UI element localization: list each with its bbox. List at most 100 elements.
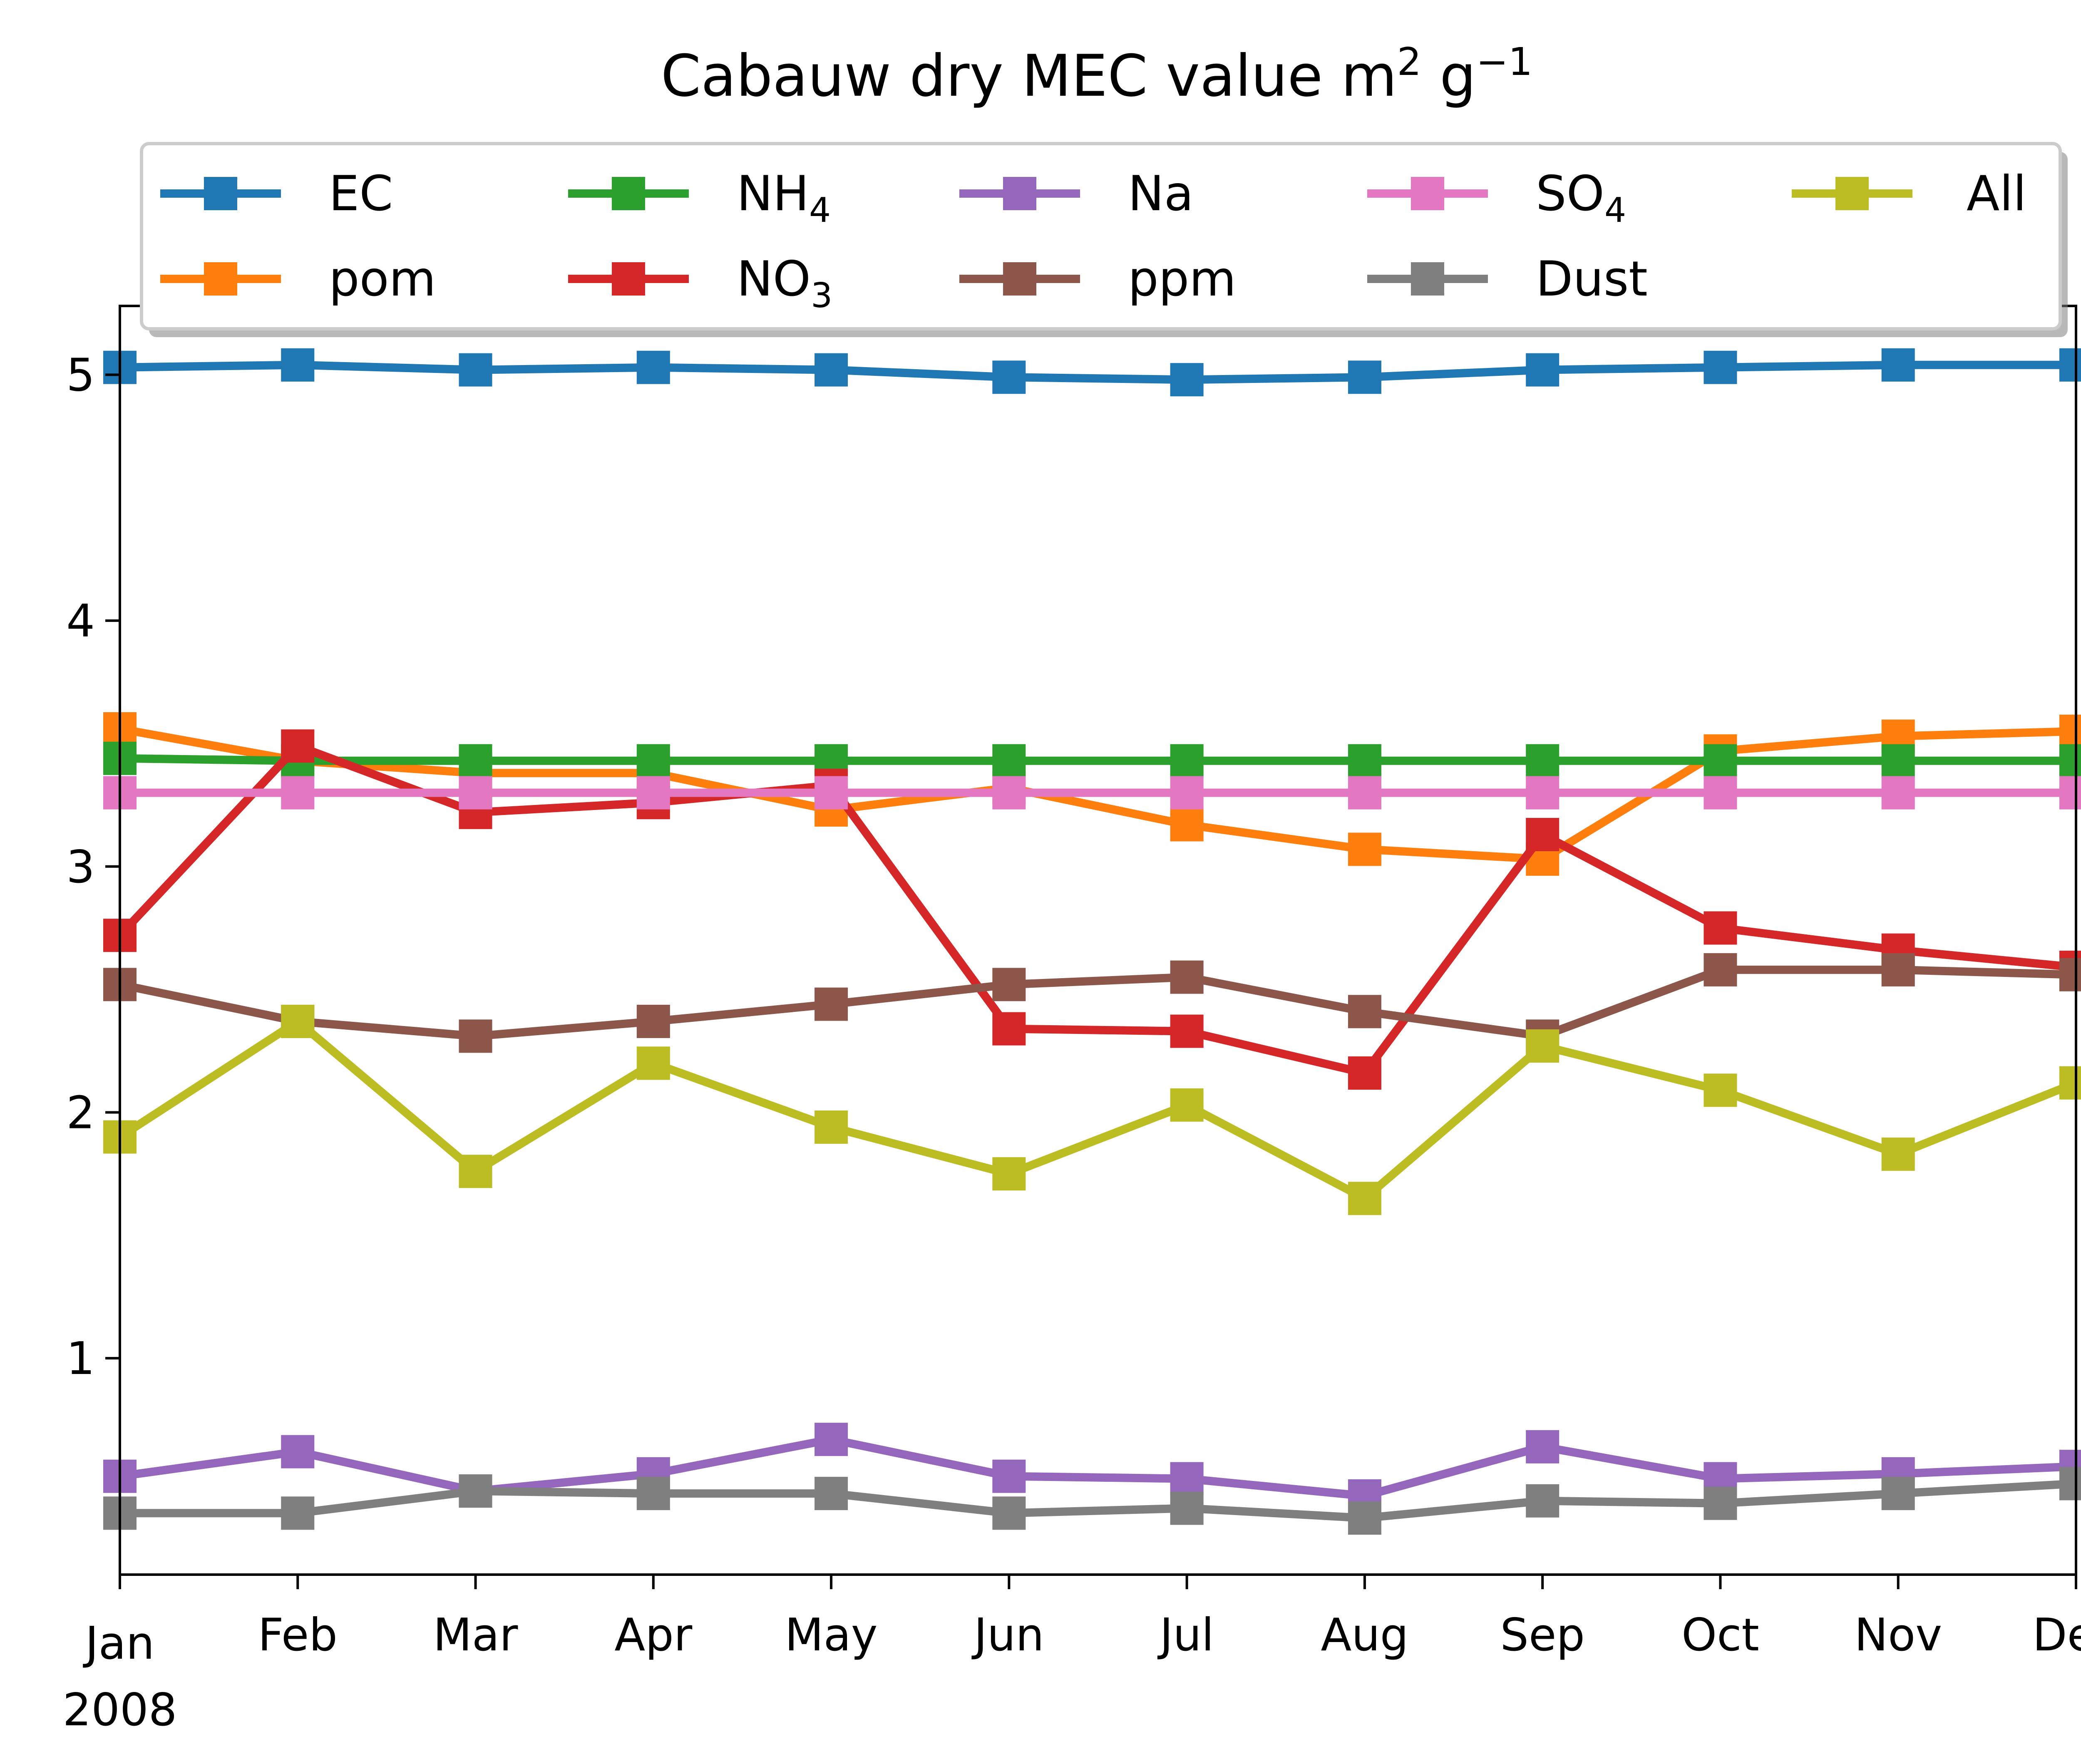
data-point (1704, 911, 1737, 945)
data-point (992, 1459, 1026, 1493)
series-all (103, 1004, 2081, 1215)
legend-marker (1003, 177, 1036, 210)
y-tick-label: 3 (66, 841, 95, 893)
legend-marker (1411, 262, 1444, 296)
x-tick-label: Feb (258, 1609, 338, 1661)
legend-label: SO4 (1536, 166, 1626, 230)
y-tick-label: 5 (66, 349, 95, 401)
series-line (117, 1017, 2078, 1203)
legend-marker (1835, 177, 1869, 210)
data-point (1526, 353, 1560, 387)
data-point (815, 1110, 848, 1144)
data-point (459, 744, 492, 778)
series-line (119, 754, 2076, 765)
data-point (636, 776, 670, 810)
data-point (1170, 1462, 1204, 1496)
data-point (992, 744, 1026, 778)
data-point (2059, 714, 2081, 748)
x-tick-label: Jul (1157, 1609, 1214, 1661)
data-point (1881, 348, 1915, 382)
legend-item-dust: Dust (1367, 251, 1648, 307)
data-point (992, 1012, 1026, 1046)
data-point (1170, 363, 1204, 397)
legend-marker (204, 262, 237, 296)
data-point (1881, 953, 1915, 986)
data-point (1348, 995, 1381, 1029)
legend-marker (204, 177, 237, 210)
series-line (119, 725, 2076, 864)
legend-label: EC (329, 166, 393, 222)
data-point (1704, 776, 1737, 810)
x-tick-label: Dec (2033, 1609, 2081, 1661)
data-point (992, 360, 1026, 394)
data-point (1348, 832, 1381, 866)
x-tick-label: Jan (83, 1617, 154, 1670)
y-tick-label: 2 (66, 1087, 95, 1139)
data-point (992, 1157, 1026, 1191)
y-tick-label: 1 (66, 1333, 95, 1385)
data-point (1348, 360, 1381, 394)
data-point (2059, 1066, 2081, 1100)
data-point (281, 1435, 315, 1468)
legend-item-ec: EC (160, 166, 393, 222)
data-point (1170, 808, 1204, 842)
data-point (2059, 958, 2081, 991)
x-tick-label: May (785, 1609, 877, 1661)
data-point (1348, 744, 1381, 778)
data-point (1348, 1182, 1381, 1215)
data-point (2059, 744, 2081, 778)
series-ec (103, 348, 2081, 397)
legend-label: Dust (1536, 251, 1648, 307)
data-point (459, 1019, 492, 1053)
data-point (1881, 776, 1915, 810)
x-tick-label: Oct (1681, 1609, 1759, 1661)
series-line (119, 1435, 2076, 1500)
data-point (2059, 1467, 2081, 1501)
legend-label: ppm (1128, 251, 1236, 307)
data-point (992, 1496, 1026, 1530)
data-point (1881, 1477, 1915, 1511)
data-point (1881, 744, 1915, 778)
x-tick-label: Mar (433, 1609, 518, 1661)
data-point (1170, 776, 1204, 810)
legend: EC pom NH4 NO3 Na ppm SO4 Dust All (140, 142, 2068, 337)
data-point (1526, 776, 1560, 810)
data-point (1170, 744, 1204, 778)
data-point (636, 744, 670, 778)
legend-item-ppm: ppm (959, 251, 1236, 307)
series-line (119, 965, 2076, 1041)
x-tick-label: Sep (1500, 1609, 1585, 1661)
data-point (459, 1474, 492, 1508)
data-point (1526, 744, 1560, 778)
data-point (281, 1004, 315, 1038)
data-point (281, 729, 315, 763)
data-point (992, 776, 1026, 810)
data-point (815, 353, 848, 387)
legend-label: Na (1128, 166, 1194, 222)
data-point (1526, 818, 1560, 851)
data-point (2059, 348, 2081, 382)
data-point (815, 987, 848, 1021)
data-point (815, 776, 848, 810)
data-point (636, 1046, 670, 1080)
x-tick-label: Apr (614, 1609, 692, 1661)
legend-item-pom: pom (160, 251, 436, 307)
series-line (120, 1479, 2076, 1523)
data-point (1704, 1486, 1737, 1520)
data-point (992, 968, 1026, 1001)
data-point (1526, 1430, 1560, 1463)
legend-item-all: All (1792, 166, 2026, 222)
plot-series (103, 348, 2081, 1535)
legend-item-nh4: NH4 (568, 166, 831, 230)
legend-label: pom (329, 251, 436, 307)
data-point (636, 1004, 670, 1038)
data-point (1348, 1056, 1381, 1090)
y-axis: 1 2 3 4 5 (66, 349, 120, 1385)
legend-label: NH4 (737, 166, 831, 230)
series-so4 (103, 776, 2081, 810)
data-point (1704, 953, 1737, 986)
y-tick-label: 4 (66, 595, 95, 647)
data-point (636, 1477, 670, 1511)
data-point (2059, 776, 2081, 810)
